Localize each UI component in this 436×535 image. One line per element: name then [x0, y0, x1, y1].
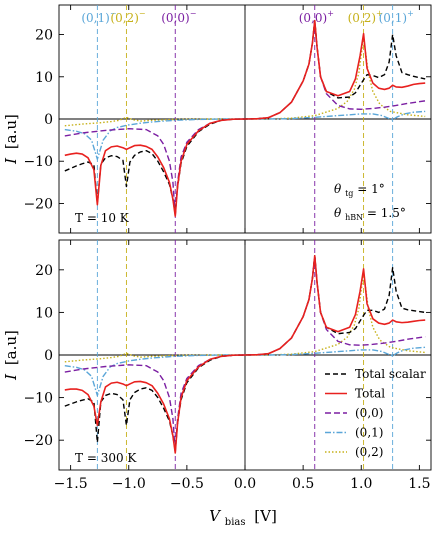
resonance-label: (0,1)−	[81, 9, 116, 25]
bottom-temperature-label: T = 300 K	[75, 451, 137, 465]
theta-hbn-label: θ hBN = 1.5°	[334, 206, 406, 223]
bottom-panel: −20 −10 0 10 20 −1.5 −1.0 −0.5 0.0 0.5 1.0 1.5	[23, 239, 432, 492]
bottom-y-axis-label-unit: [a.u]	[2, 330, 20, 365]
bottom-ytick-label: −20	[23, 433, 53, 449]
legend-label: Total	[355, 387, 385, 401]
top-series-0-0	[64, 19, 426, 217]
top-ytick-label: 20	[35, 28, 53, 44]
bottom-ytick-label: 0	[44, 348, 53, 364]
resonance-label: (0,0)−	[161, 9, 196, 25]
top-ytick-label: 10	[35, 70, 53, 86]
bottom-xtick-label: 1.0	[350, 476, 372, 492]
bottom-ytick-label: 20	[35, 263, 53, 279]
legend-label: (0,1)	[355, 426, 383, 440]
theta-hbn-symbol: θ	[334, 206, 342, 220]
top-series-total-scalar	[64, 19, 426, 215]
theta-hbn-sub: hBN	[345, 213, 363, 222]
bottom-series-total	[64, 254, 426, 454]
svg-text:I [a.u]: I [a.u]	[2, 114, 20, 165]
theta-tg-symbol: θ	[334, 182, 342, 196]
bottom-xtick-label: −1.5	[54, 476, 88, 492]
x-axis-label-sub: bias	[225, 517, 246, 528]
x-axis-label: V bias [V]	[209, 507, 277, 529]
top-panel: −20 −10 0 10 20 (0,1)−(0,2)− (0,0)− (0,0)+ (0,2)…	[23, 4, 432, 234]
x-axis-label-main: V	[209, 507, 222, 525]
bottom-y-axis-label: I [a.u]	[2, 330, 20, 381]
bottom-xtick-label: 0.0	[234, 476, 256, 492]
top-series-0-1	[64, 110, 426, 160]
top-ytick-label: −10	[23, 154, 53, 170]
legend: Total scalar Total (0,0) (0,1) (0,2)	[325, 367, 426, 459]
legend-label: Total scalar	[355, 367, 426, 381]
bottom-xtick-label: 1.5	[408, 476, 430, 492]
top-series-0-2	[64, 35, 426, 127]
resonance-label: (0,2)+	[348, 9, 383, 25]
resonance-label: (0,1)+	[379, 9, 414, 25]
theta-hbn-value: = 1.5°	[367, 206, 406, 220]
bottom-y-axis-label-main: I	[2, 373, 20, 381]
top-y-axis-label-unit: [a.u]	[2, 114, 20, 149]
top-y-axis-label-main: I	[2, 157, 20, 165]
top-temperature-label: T = 10 K	[75, 211, 130, 225]
x-axis-label-unit: [V]	[254, 507, 277, 525]
theta-tg-label: θ tg = 1°	[334, 182, 385, 199]
theta-tg-sub: tg	[345, 189, 353, 198]
bottom-xtick-label: 0.5	[292, 476, 314, 492]
bottom-ytick-label: 10	[35, 305, 53, 321]
resonance-label: (0,0)+	[299, 9, 334, 25]
bottom-series-0-0	[64, 255, 426, 454]
bottom-series-0-1	[64, 346, 426, 397]
legend-label: (0,2)	[355, 445, 383, 459]
theta-tg-value: = 1°	[357, 182, 385, 196]
bottom-series-0-2	[64, 271, 426, 363]
top-ytick-label: 0	[44, 112, 53, 128]
resonance-label: (0,2)−	[110, 9, 145, 25]
legend-label: (0,0)	[355, 406, 383, 420]
bottom-xtick-label: −0.5	[170, 476, 204, 492]
bottom-xtick-label: −1.0	[112, 476, 146, 492]
svg-text:I [a.u]: I [a.u]	[2, 330, 20, 381]
top-ytick-label: −20	[23, 196, 53, 212]
bottom-ytick-label: −10	[23, 391, 53, 407]
top-series-total	[64, 19, 426, 217]
top-y-axis-label: I [a.u]	[2, 114, 20, 165]
